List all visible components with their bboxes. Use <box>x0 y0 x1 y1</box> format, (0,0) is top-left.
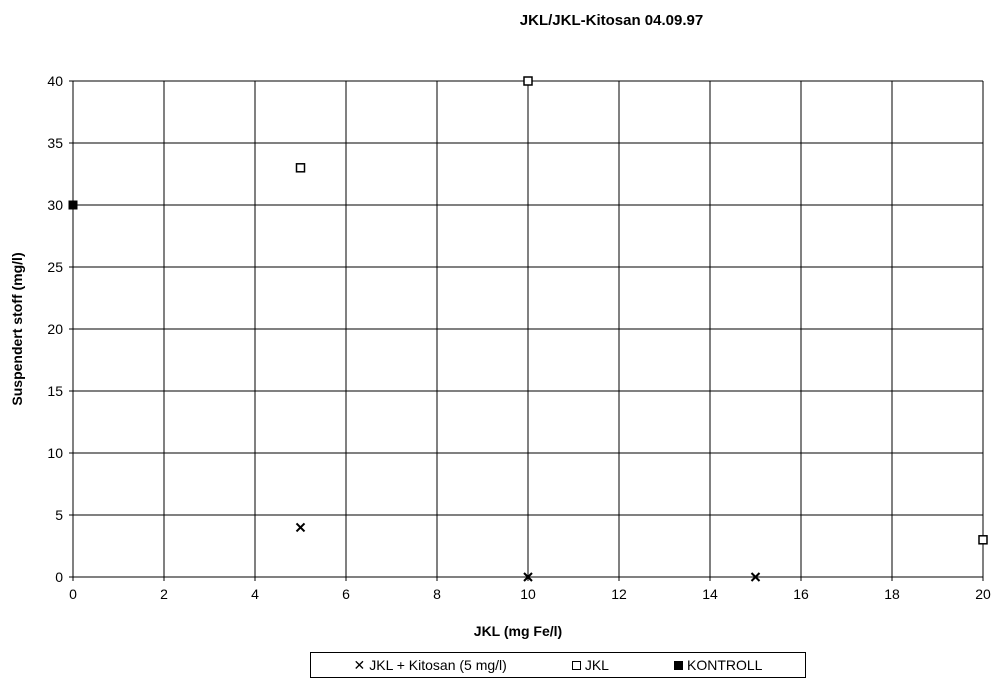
y-tick-label: 5 <box>55 507 63 523</box>
data-point-jkl-kitosan <box>523 572 533 582</box>
legend-item-kontroll: KONTROLL <box>673 657 763 673</box>
x-tick-label: 14 <box>702 586 718 602</box>
x-tick-label: 10 <box>520 586 536 602</box>
y-tick-label: 25 <box>47 259 63 275</box>
legend-item-jkl-kitosan: ✕ JKL + Kitosan (5 mg/l) <box>354 657 507 673</box>
y-tick-label: 15 <box>47 383 63 399</box>
y-tick-label: 10 <box>47 445 63 461</box>
legend-label: KONTROLL <box>686 657 763 673</box>
data-point-jkl <box>295 163 306 173</box>
x-axis-title: JKL (mg Fe/l) <box>474 623 562 639</box>
filled-square-marker-icon <box>673 660 683 670</box>
data-point-jkl-kitosan <box>295 522 306 533</box>
cross-marker-icon: ✕ <box>353 657 366 673</box>
x-tick-label: 12 <box>611 586 627 602</box>
x-tick-label: 2 <box>160 586 168 602</box>
legend: ✕ JKL + Kitosan (5 mg/l) JKL KONTROLL <box>310 652 806 678</box>
chart-title: JKL/JKL-Kitosan 04.09.97 <box>519 12 704 29</box>
data-point-jkl <box>978 535 988 545</box>
legend-label: JKL <box>584 657 609 673</box>
x-tick-label: 16 <box>793 586 809 602</box>
x-tick-label: 0 <box>69 586 77 602</box>
legend-label: JKL + Kitosan (5 mg/l) <box>369 657 507 673</box>
open-square-marker-icon <box>571 660 581 670</box>
data-points <box>68 76 988 582</box>
x-tick-label: 20 <box>975 586 991 602</box>
grid-lines <box>69 80 984 581</box>
y-tick-label: 20 <box>47 321 63 337</box>
data-point-jkl-kitosan <box>750 572 761 582</box>
tick-labels: 0 2 4 6 8 10 12 14 16 18 20 0 5 10 15 20 25 30 35 40 <box>47 73 991 602</box>
y-tick-label: 35 <box>47 135 63 151</box>
y-tick-label: 30 <box>47 197 63 213</box>
y-tick-label: 40 <box>47 73 63 89</box>
x-tick-label: 6 <box>342 586 350 602</box>
y-axis-title: Suspendert stoff (mg/l) <box>9 252 25 405</box>
x-tick-label: 8 <box>433 586 441 602</box>
x-tick-label: 4 <box>251 586 259 602</box>
legend-item-jkl: JKL <box>571 657 609 673</box>
x-tick-label: 18 <box>884 586 900 602</box>
data-point-jkl <box>523 76 533 86</box>
y-tick-label: 0 <box>55 569 63 585</box>
data-point-kontroll <box>68 200 78 210</box>
